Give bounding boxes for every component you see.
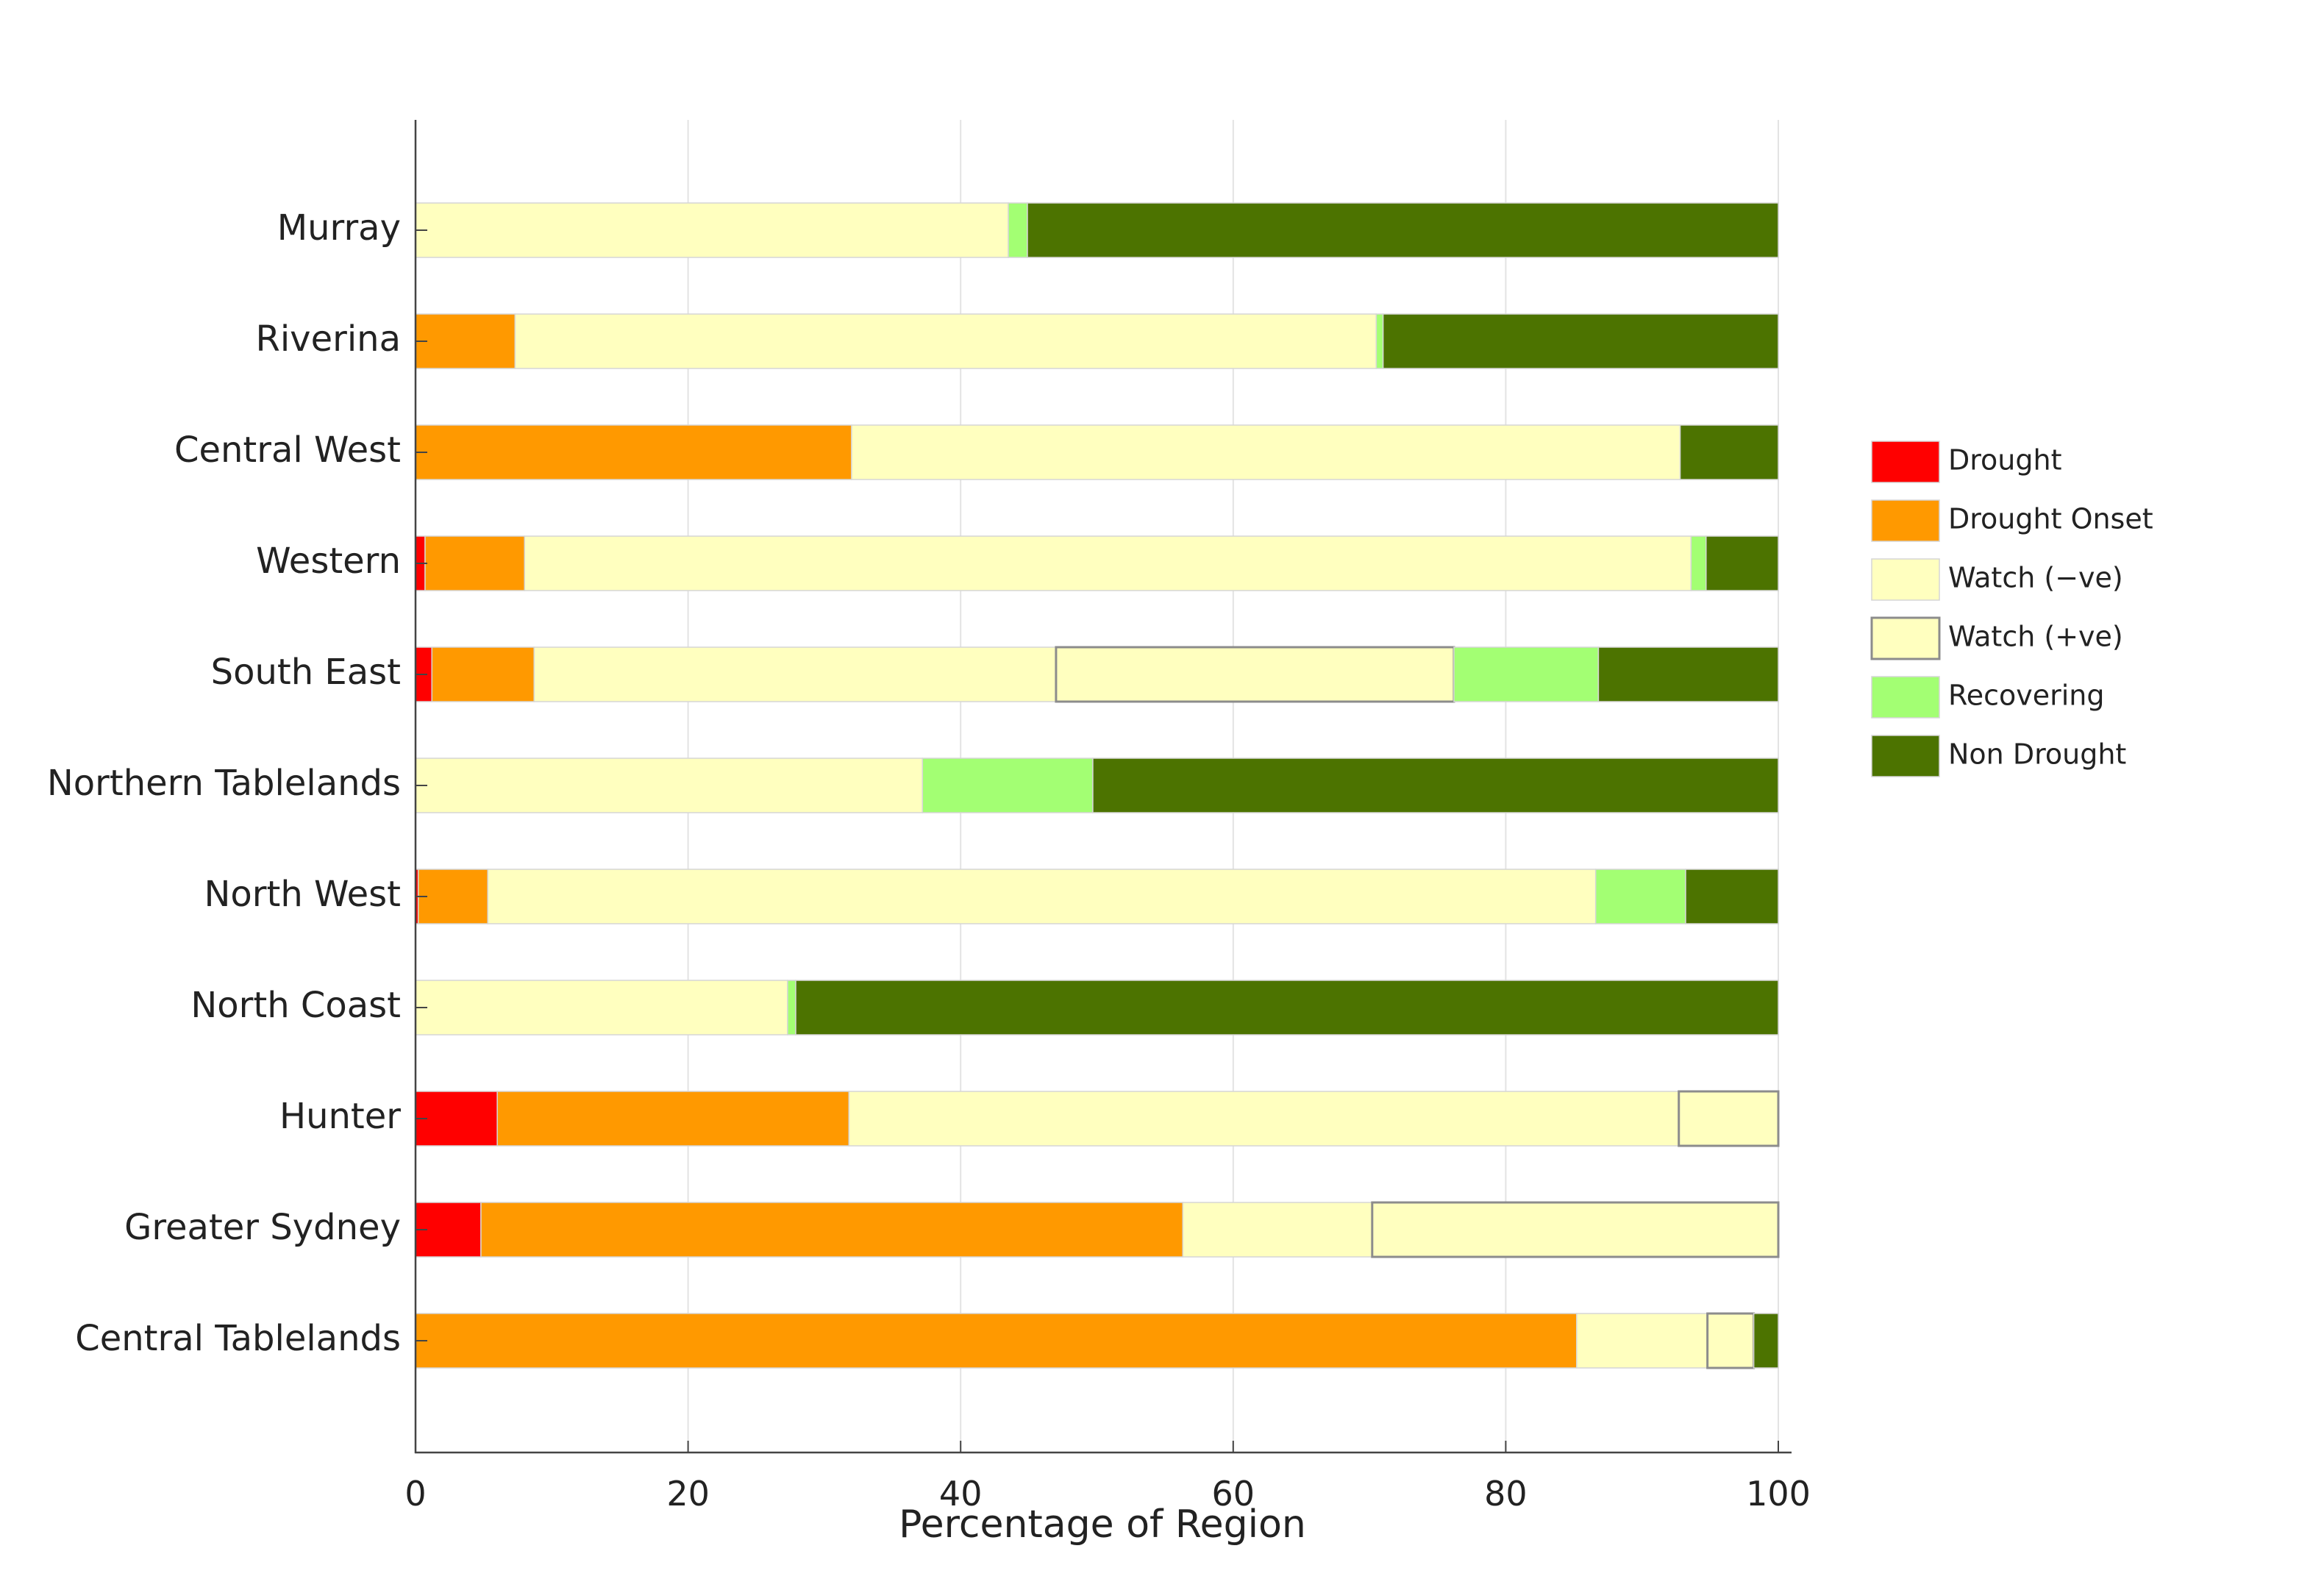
legend-label-drought-onset: Drought Onset [1948, 503, 2153, 535]
bar-murray-watch-ve [415, 202, 1009, 258]
legend-label-watch-ve: Watch (+ve) [1948, 621, 2123, 653]
bar-north-coast-non-drought [795, 980, 1779, 1036]
bar-central-tablelands-watch-ve [1576, 1313, 1708, 1369]
category-label-north-coast: North Coast [190, 985, 401, 1026]
category-label-murray: Murray [277, 207, 401, 249]
bar-northern-tablelands-recovering [922, 758, 1094, 813]
bar-hunter-watch-ve [848, 1091, 1680, 1147]
category-label-central-tablelands: Central Tablelands [75, 1318, 401, 1359]
category-label-hunter: Hunter [279, 1096, 401, 1137]
category-label-south-east: South East [211, 652, 401, 693]
bar-central-tablelands-drought-onset [415, 1313, 1578, 1369]
category-label-central-west: Central West [174, 429, 401, 471]
x-tick-label: 100 [1746, 1474, 1811, 1514]
x-tick-label: 80 [1484, 1474, 1528, 1514]
legend-swatch-non-drought [1871, 735, 1940, 777]
bar-hunter-drought-onset [496, 1091, 850, 1147]
bar-north-west-recovering [1594, 869, 1686, 924]
legend-swatch-watch-ve [1871, 558, 1940, 601]
x-axis-title: Percentage of Region [899, 1503, 1306, 1547]
bar-central-tablelands-watch-ve [1706, 1312, 1756, 1369]
bar-hunter-drought [415, 1091, 498, 1147]
bar-western-drought-onset [424, 535, 525, 591]
x-tick-label: 60 [1212, 1474, 1255, 1514]
bar-riverina-drought-onset [415, 313, 516, 369]
bar-north-west-drought-onset [417, 869, 488, 924]
legend-label-non-drought: Non Drought [1948, 738, 2126, 771]
bar-riverina-non-drought [1382, 313, 1779, 369]
bar-western-watch-ve [524, 535, 1692, 591]
legend-swatch-watch-ve [1870, 616, 1941, 660]
bar-south-east-non-drought [1597, 646, 1779, 702]
bar-south-east-watch-ve [1055, 646, 1455, 703]
legend: Drought Drought Onset Watch (−ve) Watch (+v… [1870, 441, 2153, 777]
legend-label-drought: Drought [1948, 444, 2062, 477]
bar-north-coast-watch-ve [415, 980, 788, 1036]
bar-south-east-watch-ve [533, 646, 1057, 702]
bars [415, 202, 1780, 1369]
bar-western-recovering [1690, 535, 1707, 591]
category-label-riverina: Riverina [255, 318, 401, 360]
x-tick-label: 0 [404, 1474, 426, 1514]
bar-northern-tablelands-watch-ve [415, 758, 924, 813]
bar-north-west-non-drought [1685, 869, 1779, 924]
bar-south-east-recovering [1453, 646, 1600, 702]
bar-murray-recovering [1008, 202, 1028, 258]
bar-greater-sydney-watch-ve [1371, 1201, 1780, 1258]
legend-swatch-drought-onset [1871, 499, 1940, 542]
legend-swatch-recovering [1871, 676, 1940, 719]
bar-greater-sydney-drought-onset [480, 1202, 1183, 1258]
bar-south-east-drought-onset [431, 646, 535, 702]
legend-label-watch-ve: Watch (−ve) [1948, 562, 2123, 594]
legend-label-recovering: Recovering [1948, 680, 2104, 712]
category-label-greater-sydney: Greater Sydney [124, 1207, 401, 1248]
category-labels: Murray Riverina Central West Western South E… [47, 207, 401, 1359]
legend-swatch-drought [1871, 441, 1940, 483]
bar-central-west-non-drought [1679, 424, 1779, 480]
axes [414, 120, 1792, 1454]
bar-hunter-watch-ve [1678, 1090, 1780, 1147]
category-label-northern-tablelands: Northern Tablelands [47, 763, 401, 804]
bar-greater-sydney-watch-ve [1182, 1202, 1373, 1258]
bar-riverina-recovering [1375, 313, 1384, 369]
bar-murray-non-drought [1027, 202, 1779, 258]
bar-central-west-drought-onset [415, 424, 852, 480]
x-tick-labels: 0 20 40 60 80 100 [404, 1474, 1811, 1514]
bar-central-tablelands-non-drought [1753, 1313, 1779, 1369]
bar-western-non-drought [1705, 535, 1779, 591]
bar-north-west-watch-ve [487, 869, 1597, 924]
x-tick-label: 40 [939, 1474, 983, 1514]
bar-northern-tablelands-non-drought [1092, 758, 1779, 813]
bar-central-west-watch-ve [851, 424, 1681, 480]
category-label-north-west: North West [204, 874, 401, 915]
x-tick-label: 20 [666, 1474, 710, 1514]
bar-riverina-watch-ve [514, 313, 1377, 369]
category-label-western: Western [256, 541, 401, 582]
bar-north-coast-recovering [787, 980, 796, 1036]
